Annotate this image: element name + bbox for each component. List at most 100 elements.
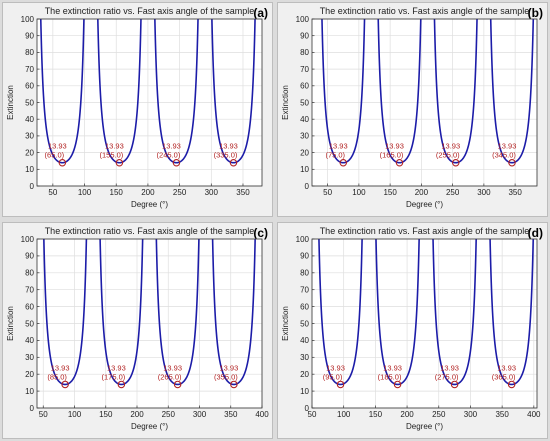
x-tick-label: 400 xyxy=(255,410,269,419)
x-tick-label: 400 xyxy=(527,410,541,419)
min-x-label: (175.0) xyxy=(101,372,125,381)
x-tick-label: 300 xyxy=(193,410,207,419)
min-marker xyxy=(173,380,182,389)
min-marker xyxy=(58,158,67,167)
x-tick-label: 250 xyxy=(432,410,446,419)
chart-svg: The extinction ratio vs. Fast axis angle… xyxy=(281,226,543,431)
x-tick-label: 50 xyxy=(48,188,57,197)
min-x-label: (65.0) xyxy=(45,151,65,160)
x-tick-label: 150 xyxy=(383,188,397,197)
min-x-label: (85.0) xyxy=(47,372,67,381)
x-tick-label: 250 xyxy=(446,188,460,197)
y-tick-label: 70 xyxy=(300,286,309,295)
y-tick-label: 40 xyxy=(300,115,309,124)
x-tick-label: 200 xyxy=(130,410,144,419)
chart-svg: The extinction ratio vs. Fast axis angle… xyxy=(6,226,269,431)
min-value-label: 13.93 xyxy=(497,363,516,372)
y-tick-label: 50 xyxy=(25,319,34,328)
min-x-label: (365.0) xyxy=(492,372,516,381)
panel-label: (d) xyxy=(528,226,543,240)
y-tick-label: 100 xyxy=(21,15,35,24)
min-marker xyxy=(450,380,459,389)
min-value-label: 13.93 xyxy=(383,363,402,372)
y-tick-label: 80 xyxy=(300,48,309,57)
x-tick-label: 50 xyxy=(323,188,332,197)
x-tick-label: 250 xyxy=(162,410,176,419)
y-tick-label: 20 xyxy=(300,148,309,157)
y-tick-label: 100 xyxy=(296,235,310,244)
y-tick-label: 50 xyxy=(300,98,309,107)
x-tick-label: 300 xyxy=(477,188,491,197)
chart-svg: The extinction ratio vs. Fast axis angle… xyxy=(6,6,268,209)
min-marker xyxy=(339,158,347,167)
x-tick-label: 150 xyxy=(110,188,124,197)
y-tick-label: 10 xyxy=(25,387,34,396)
min-value-label: 13.93 xyxy=(162,142,181,151)
y-tick-label: 60 xyxy=(300,302,309,311)
y-tick-label: 80 xyxy=(25,48,34,57)
min-marker xyxy=(395,158,404,167)
y-tick-label: 30 xyxy=(25,132,34,141)
y-tick-label: 80 xyxy=(25,269,34,278)
series-line xyxy=(321,19,535,164)
y-axis-label: Extinction xyxy=(6,306,15,341)
y-tick-label: 20 xyxy=(25,148,34,157)
min-value-label: 13.93 xyxy=(163,363,182,372)
x-axis-label: Degree (°) xyxy=(131,422,168,431)
y-tick-label: 10 xyxy=(300,387,309,396)
min-x-label: (355.0) xyxy=(214,372,238,381)
min-value-label: 13.93 xyxy=(51,363,70,372)
x-tick-label: 100 xyxy=(68,410,82,419)
y-tick-label: 100 xyxy=(296,15,310,24)
min-x-label: (255.0) xyxy=(436,151,460,160)
chart-panel-c: The extinction ratio vs. Fast axis angle… xyxy=(2,222,273,439)
min-x-label: (75.0) xyxy=(325,151,345,160)
y-tick-label: 60 xyxy=(25,82,34,91)
chart-title: The extinction ratio vs. Fast axis angle… xyxy=(320,6,530,16)
min-value-label: 13.93 xyxy=(219,142,238,151)
min-marker xyxy=(507,380,516,389)
min-value-label: 13.93 xyxy=(441,142,460,151)
x-tick-label: 150 xyxy=(99,410,113,419)
x-tick-label: 250 xyxy=(173,188,187,197)
x-tick-label: 300 xyxy=(464,410,478,419)
min-marker xyxy=(117,380,126,389)
x-tick-label: 200 xyxy=(415,188,429,197)
min-value-label: 13.93 xyxy=(498,142,517,151)
y-tick-label: 0 xyxy=(30,404,35,413)
y-tick-label: 90 xyxy=(25,32,34,41)
min-marker xyxy=(393,380,402,389)
y-axis-label: Extinction xyxy=(6,85,15,120)
x-axis-label: Degree (°) xyxy=(131,200,168,209)
x-tick-label: 300 xyxy=(205,188,219,197)
min-marker xyxy=(61,380,69,389)
x-tick-label: 350 xyxy=(236,188,250,197)
min-value-label: 13.93 xyxy=(326,363,345,372)
min-value-label: 13.93 xyxy=(107,363,126,372)
x-tick-label: 100 xyxy=(352,188,366,197)
y-tick-label: 50 xyxy=(25,98,34,107)
y-tick-label: 30 xyxy=(300,132,309,141)
min-x-label: (155.0) xyxy=(100,151,124,160)
min-value-label: 13.93 xyxy=(105,142,124,151)
y-tick-label: 90 xyxy=(25,252,34,261)
x-tick-label: 100 xyxy=(78,188,92,197)
chart-title: The extinction ratio vs. Fast axis angle… xyxy=(320,226,530,236)
y-tick-label: 70 xyxy=(25,65,34,74)
y-tick-label: 40 xyxy=(300,336,309,345)
panel-label: (c) xyxy=(253,226,268,240)
min-x-label: (245.0) xyxy=(157,151,181,160)
x-axis-label: Degree (°) xyxy=(406,422,443,431)
y-tick-label: 30 xyxy=(25,353,34,362)
y-tick-label: 80 xyxy=(300,269,309,278)
chart-title: The extinction ratio vs. Fast axis angle… xyxy=(45,226,255,236)
panel-label: (a) xyxy=(253,6,268,20)
y-tick-label: 100 xyxy=(21,235,35,244)
y-tick-label: 10 xyxy=(25,165,34,174)
y-tick-label: 60 xyxy=(25,302,34,311)
x-tick-label: 350 xyxy=(224,410,238,419)
x-tick-label: 50 xyxy=(308,410,317,419)
y-tick-label: 0 xyxy=(305,182,310,191)
min-value-label: 13.93 xyxy=(329,142,348,151)
